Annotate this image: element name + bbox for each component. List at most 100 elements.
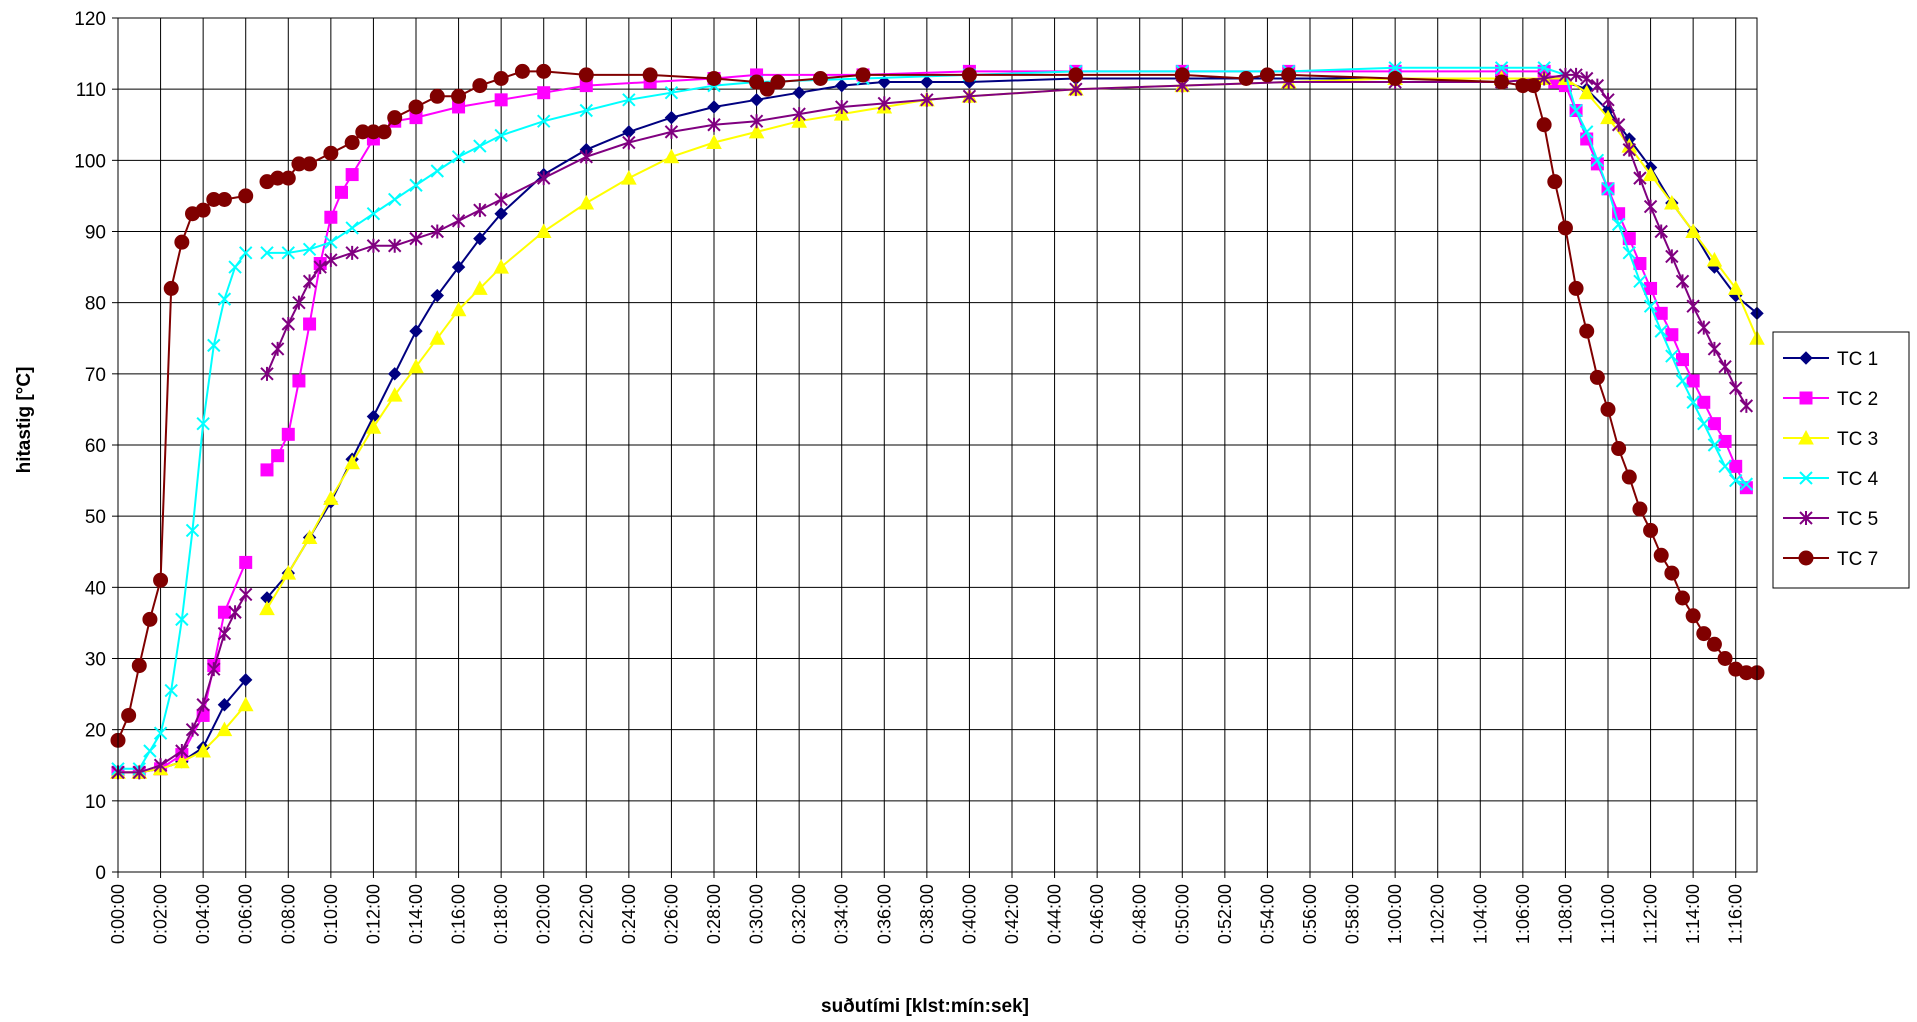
y-tick-label: 20 [85, 721, 106, 742]
data-point [1665, 249, 1679, 264]
series-tc-7 [110, 63, 1765, 748]
data-point [259, 600, 275, 616]
y-axis-title: hitastig [°C] [14, 367, 35, 474]
data-point [1685, 223, 1701, 238]
legend-swatch-marker [1799, 351, 1813, 365]
data-point [281, 317, 295, 332]
data-point [451, 150, 466, 164]
data-point [237, 696, 254, 712]
y-axis-ticks: 0 10 20 30 40 50 60 70 80 90 100 110 120 [74, 9, 118, 884]
x-tick-label: 0:32:00 [789, 884, 809, 944]
data-point [835, 78, 849, 93]
x-tick-label: 0:38:00 [917, 884, 937, 944]
x-tick-label: 1:12:00 [1641, 884, 1661, 944]
data-point [1388, 61, 1402, 75]
data-point [1494, 74, 1510, 90]
data-point [1569, 103, 1583, 118]
data-point [1653, 547, 1669, 563]
series-line [118, 593, 247, 774]
data-point [302, 274, 317, 289]
data-point [1537, 61, 1551, 75]
data-point [537, 86, 551, 100]
data-point [153, 758, 168, 773]
x-tick-label: 0:58:00 [1343, 884, 1363, 944]
data-point [207, 662, 221, 677]
x-tick-label: 0:10:00 [321, 884, 341, 944]
data-point [493, 70, 509, 86]
data-point [216, 721, 233, 737]
data-point [1675, 374, 1690, 388]
legend-swatch-marker [1799, 511, 1813, 525]
x-tick-label: 0:14:00 [406, 884, 426, 944]
data-point [270, 341, 285, 356]
data-point [920, 92, 934, 107]
data-point [1494, 61, 1509, 75]
data-point [280, 170, 296, 186]
y-tick-label: 10 [85, 792, 106, 813]
legend-swatch-marker [1798, 550, 1814, 566]
data-point [1727, 280, 1744, 295]
x-tick-label: 0:24:00 [619, 884, 639, 944]
data-point [132, 765, 146, 780]
y-tick-label: 80 [85, 294, 106, 315]
x-tick-label: 1:06:00 [1513, 884, 1533, 944]
data-point [1697, 416, 1711, 431]
data-point [195, 742, 211, 758]
data-point [1707, 438, 1722, 452]
data-point [494, 93, 508, 107]
x-tick-label: 0:08:00 [278, 884, 298, 944]
x-tick-label: 0:54:00 [1257, 884, 1277, 944]
x-tick-label: 0:56:00 [1300, 884, 1320, 944]
legend-swatch-marker [1799, 391, 1813, 405]
data-point [1580, 71, 1594, 86]
data-point [196, 697, 210, 712]
data-point [430, 288, 444, 303]
data-point [1676, 353, 1689, 367]
x-tick-label: 0:44:00 [1045, 884, 1065, 944]
data-point [1590, 78, 1605, 93]
data-point [1707, 341, 1722, 356]
data-point [260, 463, 274, 477]
data-point [1281, 67, 1297, 83]
data-point [1739, 481, 1753, 495]
y-tick-label: 50 [85, 507, 106, 528]
data-point [1633, 171, 1647, 186]
data-point [429, 88, 445, 104]
data-point [877, 75, 891, 89]
data-point [535, 223, 552, 238]
data-point [1739, 398, 1754, 413]
data-point [281, 246, 295, 260]
data-point [1579, 323, 1595, 339]
data-point [1259, 67, 1275, 83]
data-point [387, 110, 403, 126]
y-tick-label: 90 [85, 223, 106, 244]
data-point [313, 260, 327, 275]
legend-item: TC 1 [1783, 349, 1878, 370]
data-point [1686, 395, 1700, 410]
data-point [642, 67, 658, 83]
data-point [281, 427, 295, 441]
data-point [228, 260, 242, 274]
data-point [1622, 246, 1636, 260]
data-point [1706, 251, 1723, 267]
data-point [1632, 501, 1648, 517]
data-point [388, 367, 402, 381]
data-point [622, 93, 636, 107]
x-tick-label: 0:00:00 [108, 884, 128, 944]
x-tick-label: 1:04:00 [1470, 884, 1490, 944]
data-point [537, 114, 551, 128]
legend-label: TC 7 [1837, 549, 1878, 570]
data-point [1718, 359, 1732, 374]
data-point [239, 246, 253, 260]
data-point [749, 74, 765, 90]
data-point [1706, 636, 1722, 652]
data-point [706, 70, 722, 86]
data-point [759, 81, 775, 97]
data-point [216, 191, 232, 207]
data-point [1729, 459, 1743, 473]
data-point [260, 366, 274, 381]
legend-label: TC 2 [1837, 389, 1878, 410]
data-point [376, 124, 392, 140]
data-point [303, 317, 317, 331]
series-tc-2 [111, 64, 1753, 779]
